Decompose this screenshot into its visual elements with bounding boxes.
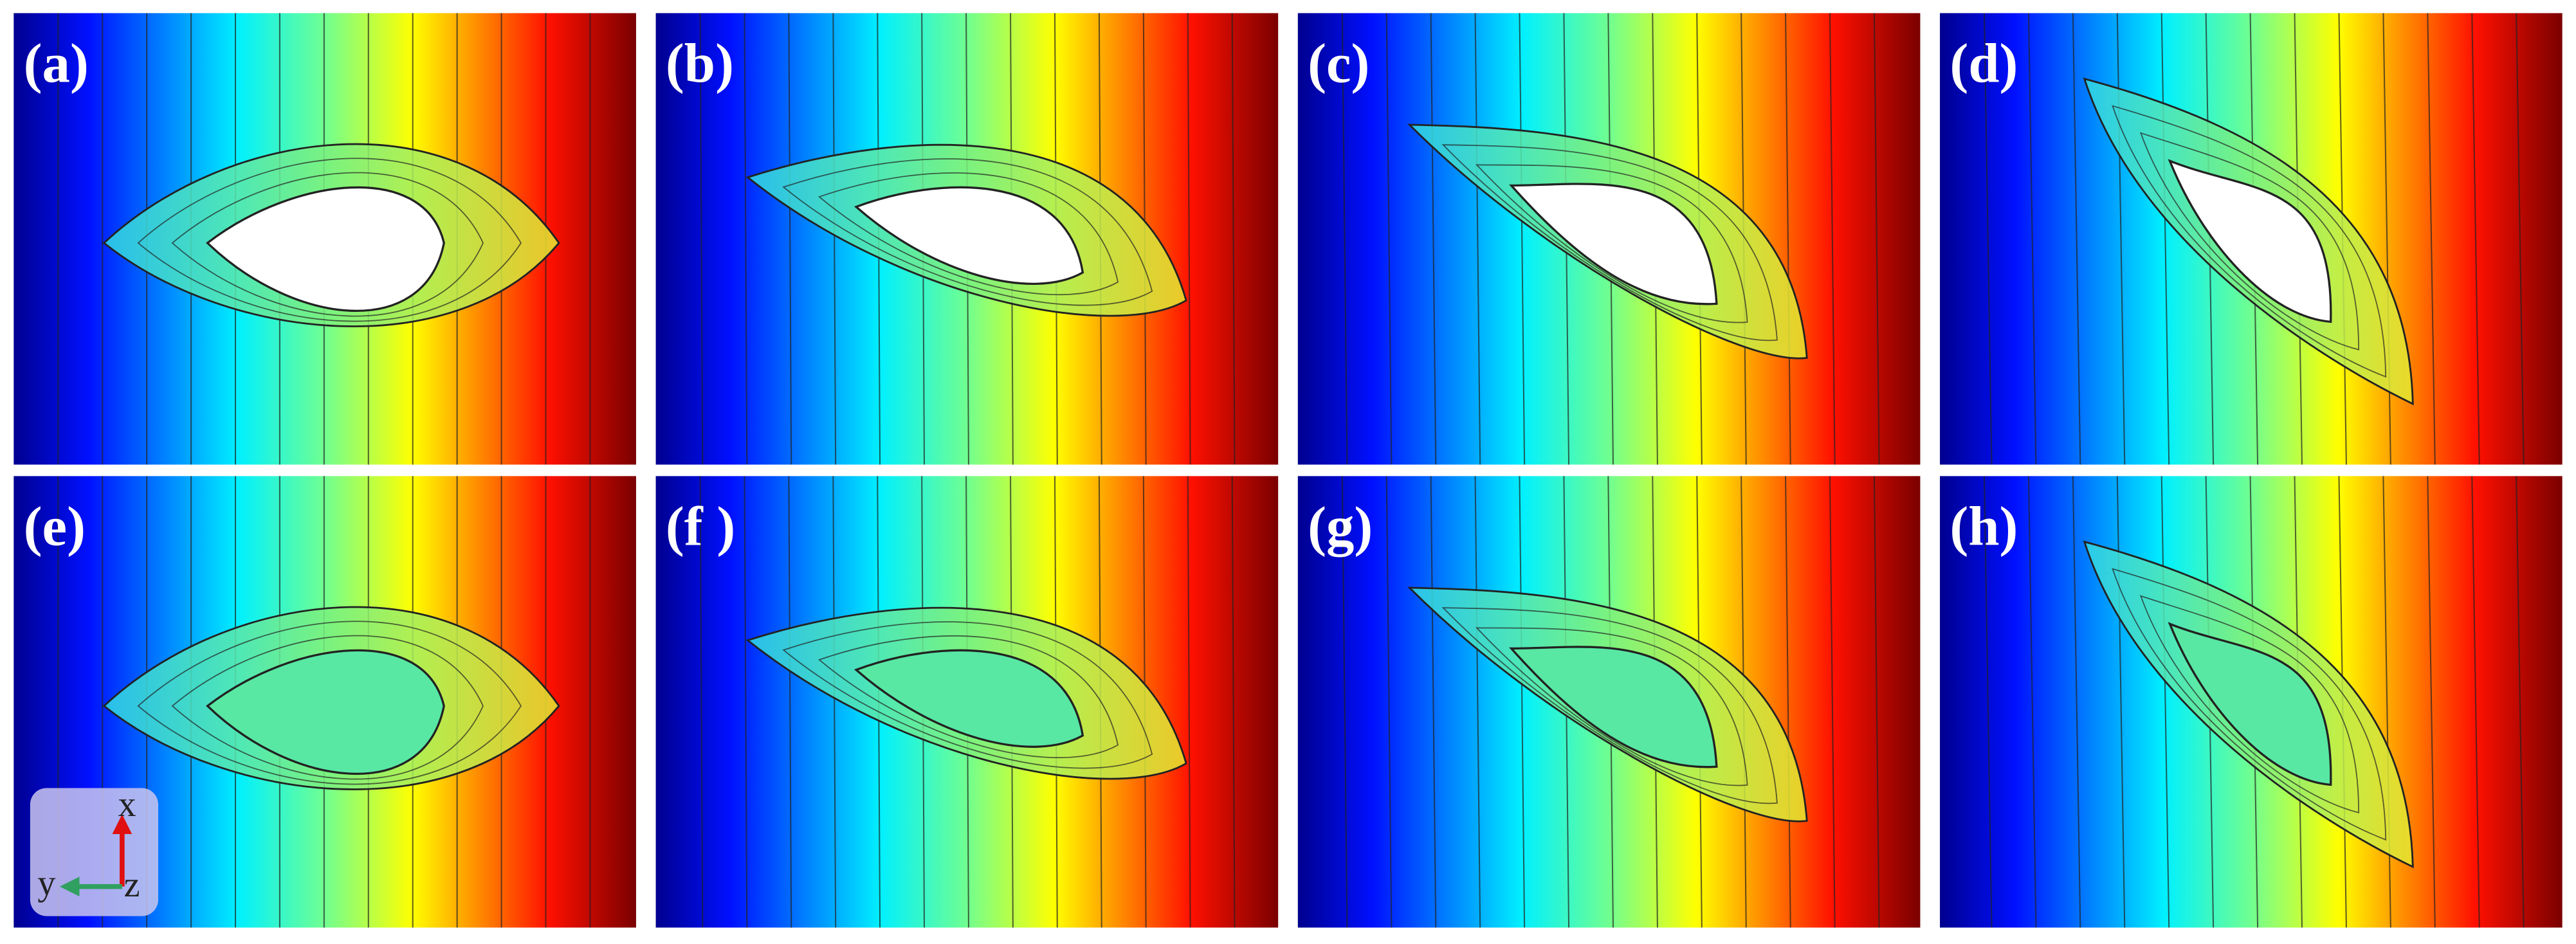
contour-ring bbox=[137, 158, 522, 322]
contour-line bbox=[1873, 476, 1880, 928]
contour-line bbox=[2072, 13, 2081, 465]
contour-line bbox=[1341, 476, 1348, 928]
contour-ring bbox=[1441, 144, 1778, 341]
contour-ring bbox=[171, 172, 484, 317]
inclusion-inner bbox=[2168, 622, 2332, 786]
inclusion-inner bbox=[1509, 646, 1718, 768]
contour-line bbox=[1385, 476, 1393, 928]
contour-line bbox=[1385, 13, 1393, 465]
contour-line bbox=[1785, 13, 1791, 465]
contour-line bbox=[832, 13, 837, 465]
contour-ring bbox=[2139, 132, 2359, 350]
panel: (e) bbox=[14, 476, 636, 928]
contour-ring bbox=[1475, 627, 1748, 786]
panel-label: (h) bbox=[1950, 496, 2018, 558]
contour-line bbox=[2027, 13, 2037, 465]
contour-line bbox=[1430, 476, 1437, 928]
inclusion-inner bbox=[854, 649, 1084, 748]
panel-label: (a) bbox=[24, 33, 89, 95]
panel-label: (d) bbox=[1950, 33, 2018, 95]
contour-ring bbox=[782, 158, 1153, 306]
z-label: z bbox=[124, 865, 140, 905]
y-label: y bbox=[37, 864, 55, 903]
contour-ring bbox=[2112, 105, 2387, 378]
contour-line bbox=[1187, 476, 1191, 928]
contour-line bbox=[1231, 13, 1236, 465]
contour-line bbox=[2471, 476, 2480, 928]
x-label: x bbox=[118, 785, 136, 824]
contour-ring bbox=[818, 635, 1119, 759]
contour-line bbox=[1829, 13, 1836, 465]
panel: (g) bbox=[1297, 476, 1921, 928]
panel: (h) bbox=[1940, 476, 2562, 928]
panel-label: (b) bbox=[666, 33, 734, 95]
panel: (d) bbox=[1940, 13, 2562, 465]
contour-line bbox=[2427, 476, 2436, 928]
axis-triad: x y z bbox=[30, 785, 159, 916]
contour-line bbox=[1519, 476, 1526, 928]
contour-line bbox=[1785, 476, 1791, 928]
contour-line bbox=[1474, 13, 1481, 465]
panel: (f ) bbox=[655, 476, 1279, 928]
contour-line bbox=[1430, 13, 1437, 465]
panel: (a) bbox=[14, 13, 636, 465]
contour-line bbox=[2516, 13, 2525, 465]
contour-ring bbox=[782, 621, 1153, 769]
panel-label: (e) bbox=[24, 496, 86, 558]
contour-line bbox=[832, 476, 837, 928]
triad-box bbox=[30, 788, 159, 916]
contour-ring bbox=[171, 635, 484, 780]
contour-line bbox=[788, 13, 792, 465]
panel: (b) bbox=[655, 13, 1279, 465]
inclusion-inner bbox=[2168, 159, 2332, 323]
contour-line bbox=[699, 476, 704, 928]
contour-ring bbox=[137, 621, 522, 785]
contour-ring bbox=[1475, 164, 1748, 323]
panel-label: (g) bbox=[1308, 496, 1373, 558]
contour-line bbox=[1519, 13, 1526, 465]
contour-ring bbox=[818, 172, 1119, 296]
contour-line bbox=[2160, 13, 2170, 465]
contour-line bbox=[2471, 13, 2480, 465]
contour-line bbox=[2072, 476, 2081, 928]
inclusion-inner bbox=[206, 186, 445, 312]
contour-line bbox=[744, 476, 748, 928]
contour-line bbox=[2160, 476, 2170, 928]
contour-line bbox=[2427, 13, 2436, 465]
contour-line bbox=[1983, 13, 1993, 465]
contour-line bbox=[2516, 476, 2525, 928]
x-arrowhead bbox=[112, 814, 132, 834]
contour-line bbox=[699, 13, 704, 465]
contour-line bbox=[1187, 13, 1191, 465]
contour-ring bbox=[2112, 568, 2387, 841]
contour-line bbox=[1873, 13, 1880, 465]
inclusion-inner bbox=[1509, 183, 1718, 305]
contour-line bbox=[788, 476, 792, 928]
panel-label: (f ) bbox=[666, 496, 735, 558]
inclusion-inner bbox=[854, 186, 1084, 285]
contour-line bbox=[2027, 476, 2037, 928]
contour-line bbox=[1341, 13, 1348, 465]
y-arrowhead bbox=[59, 876, 80, 896]
contour-line bbox=[1231, 476, 1236, 928]
contour-line bbox=[1829, 476, 1836, 928]
contour-ring bbox=[1441, 607, 1778, 804]
contour-line bbox=[1983, 476, 1993, 928]
contour-ring bbox=[2139, 595, 2359, 813]
contour-line bbox=[744, 13, 748, 465]
panel-label: (c) bbox=[1308, 33, 1369, 95]
contour-line bbox=[1474, 476, 1481, 928]
inclusion-inner bbox=[206, 649, 445, 775]
panel: (c) bbox=[1297, 13, 1921, 465]
